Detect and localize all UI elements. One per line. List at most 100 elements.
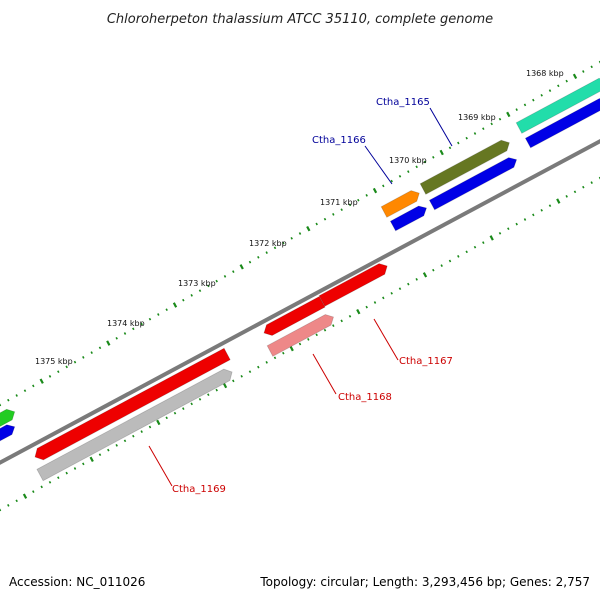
minor-tick: [82, 356, 85, 359]
minor-tick: [490, 122, 493, 126]
minor-tick: [157, 313, 160, 316]
minor-tick: [215, 279, 218, 283]
minor-tick: [165, 308, 168, 312]
feature-bar-ctha-1168[interactable]: [266, 314, 335, 357]
minor-tick: [115, 336, 118, 340]
gene-label-ctha-1167[interactable]: Ctha_1167: [399, 356, 453, 367]
tick-dots: [0, 60, 600, 512]
tick-label: 1370 kbp: [389, 156, 427, 165]
minor-tick: [182, 407, 185, 410]
major-tick: [556, 198, 561, 204]
accession-text: Accession: NC_011026: [9, 575, 146, 589]
minor-tick: [132, 434, 135, 438]
cds-bar-blue[interactable]: [389, 205, 428, 232]
minor-tick: [0, 403, 2, 407]
minor-tick: [265, 251, 268, 254]
minor-tick: [257, 255, 260, 259]
minor-tick: [348, 314, 352, 318]
minor-tick: [540, 93, 543, 97]
minor-tick: [523, 103, 527, 107]
leader-line-ctha-1165: [429, 107, 453, 147]
minor-tick: [315, 333, 318, 337]
feature-bar-ctha-1169-grey[interactable]: [36, 368, 233, 482]
minor-tick: [415, 278, 418, 281]
minor-tick: [140, 430, 143, 433]
minor-tick: [390, 291, 393, 295]
minor-tick: [32, 490, 35, 493]
major-tick: [439, 149, 444, 156]
minor-tick: [40, 485, 43, 489]
minor-tick: [398, 287, 402, 291]
minor-tick: [523, 218, 527, 221]
minor-tick: [448, 259, 452, 263]
minor-tick: [432, 155, 435, 159]
minor-tick: [107, 448, 110, 452]
cds-bar-blue[interactable]: [0, 424, 16, 445]
genome-backbone: [0, 138, 600, 465]
minor-tick: [15, 394, 18, 397]
minor-tick: [590, 65, 593, 69]
minor-tick: [498, 117, 502, 121]
feature-bars: [0, 77, 600, 482]
minor-tick: [298, 232, 302, 235]
minor-tick: [282, 351, 285, 355]
minor-tick: [273, 356, 277, 360]
minor-tick: [390, 179, 393, 183]
feature-bar-green[interactable]: [0, 408, 16, 430]
major-tick: [506, 111, 511, 118]
major-tick: [572, 73, 578, 80]
minor-tick: [57, 476, 60, 480]
cds-bar-blue[interactable]: [428, 157, 518, 211]
feature-bar-teal[interactable]: [515, 77, 600, 134]
cds-bar-blue[interactable]: [524, 98, 600, 149]
minor-tick: [340, 208, 343, 212]
minor-tick: [332, 324, 335, 327]
tick-label: 1368 kbp: [526, 69, 564, 78]
minor-tick: [165, 416, 168, 420]
minor-tick: [590, 181, 593, 184]
minor-tick: [323, 217, 327, 221]
minor-tick: [532, 98, 535, 102]
gene-label-ctha-1166[interactable]: Ctha_1166: [312, 135, 366, 146]
minor-tick: [398, 174, 402, 178]
feature-bar-ctha-1165[interactable]: [419, 139, 510, 195]
minor-tick: [465, 136, 468, 140]
minor-tick: [457, 255, 460, 258]
minor-tick: [140, 322, 143, 326]
major-tick: [289, 345, 294, 352]
minor-tick: [7, 398, 10, 402]
tick-label: 1375 kbp: [35, 357, 73, 366]
minor-tick: [190, 294, 193, 297]
minor-tick: [223, 275, 227, 278]
tick-label: 1372 kbp: [249, 239, 287, 248]
major-tick: [489, 235, 494, 241]
minor-tick: [65, 365, 68, 369]
minor-tick: [282, 241, 285, 245]
feature-bar-ctha-1167[interactable]: [318, 263, 388, 307]
minor-tick: [198, 289, 202, 293]
minor-tick: [432, 268, 435, 272]
minor-tick: [48, 375, 52, 378]
major-tick: [89, 456, 94, 463]
minor-tick: [115, 444, 118, 447]
minor-tick: [507, 227, 510, 231]
gene-label-ctha-1168[interactable]: Ctha_1168: [338, 392, 392, 403]
minor-tick: [482, 241, 485, 244]
major-tick: [22, 493, 28, 499]
gene-label-ctha-1169[interactable]: Ctha_1169: [172, 484, 226, 495]
tick-labels: 1368 kbp 1369 kbp 1370 kbp 1371 kbp 1372…: [35, 69, 564, 366]
minor-tick: [132, 327, 135, 331]
gene-label-ctha-1165[interactable]: Ctha_1165: [376, 97, 430, 108]
minor-tick: [73, 467, 77, 470]
feature-bar-ctha-1169[interactable]: [34, 347, 231, 461]
minor-tick: [307, 338, 310, 341]
minor-tick: [415, 165, 418, 169]
minor-tick: [515, 108, 518, 111]
minor-tick: [23, 389, 27, 393]
feature-bar-ctha-1168-red[interactable]: [263, 295, 326, 336]
minor-tick: [407, 170, 410, 173]
feature-bar-ctha-1166[interactable]: [380, 190, 420, 218]
tick-label: 1369 kbp: [458, 113, 496, 122]
minor-tick: [582, 185, 585, 189]
